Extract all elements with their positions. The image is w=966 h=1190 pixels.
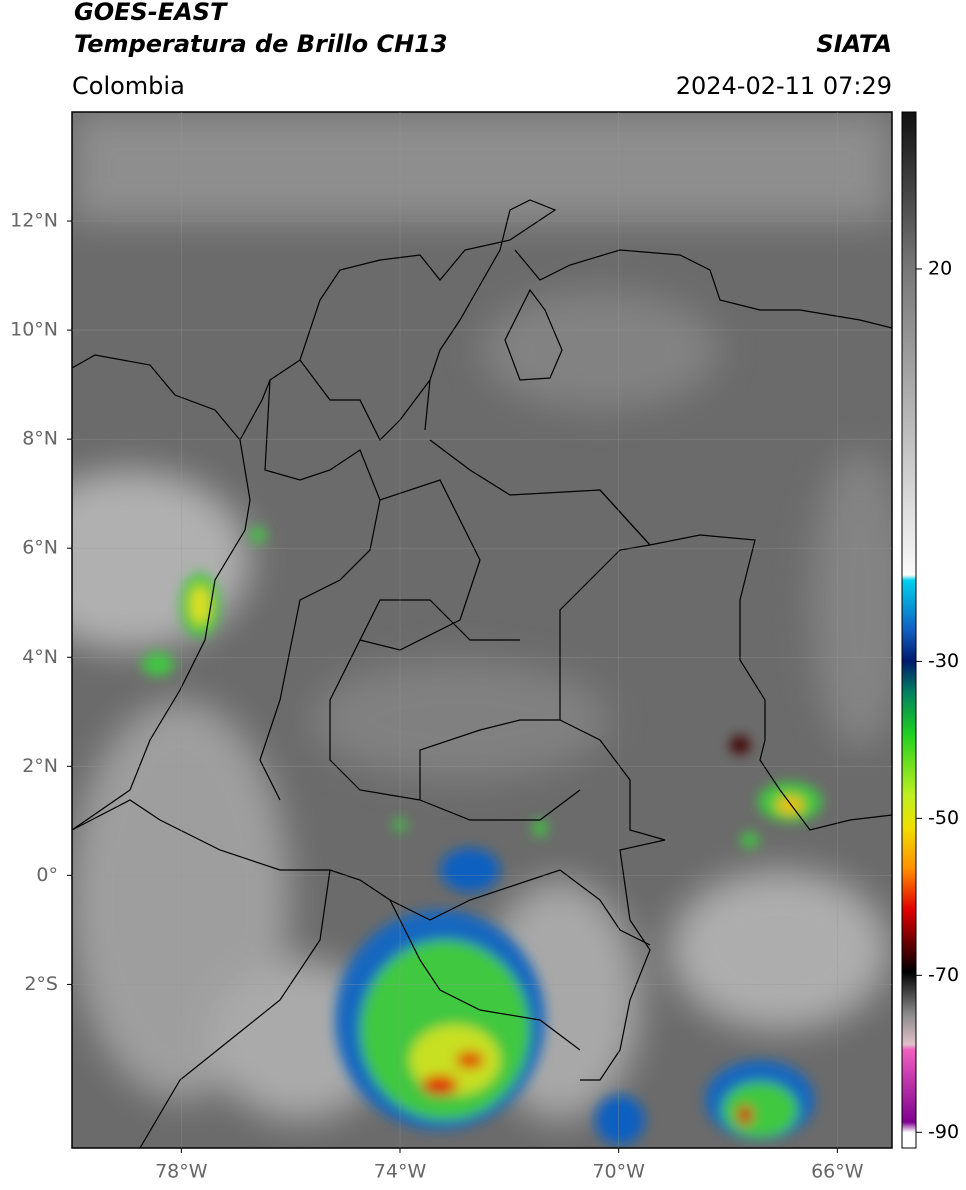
lat-tick-label: 4°N xyxy=(22,646,58,668)
datetime: 2024-02-11 07:29 xyxy=(676,72,892,100)
colorbar-tick-label: -90 xyxy=(928,1121,959,1143)
lat-tick-label: 10°N xyxy=(10,319,58,341)
lat-tick-label: 2°N xyxy=(22,755,58,777)
colorbar xyxy=(901,111,917,1149)
lon-tick-label: 66°W xyxy=(811,1161,864,1183)
lat-tick-label: 2°S xyxy=(24,973,58,995)
lat-tick-label: 0° xyxy=(36,864,58,886)
product-name: Temperatura de Brillo CH13 xyxy=(74,30,448,58)
colorbar-tick-label: -70 xyxy=(928,964,959,986)
graticule xyxy=(72,112,892,1148)
map-frame xyxy=(71,111,893,1149)
lon-tick-label: 78°W xyxy=(155,1161,208,1183)
satellite-name: GOES-EAST xyxy=(74,0,228,26)
colorbar-tick-label: -50 xyxy=(928,807,959,829)
region-name: Colombia xyxy=(72,72,185,100)
source-name: SIATA xyxy=(816,30,892,58)
colorbar-tick-label: -30 xyxy=(928,650,959,672)
colorbar-tick-label: 20 xyxy=(928,257,952,279)
lon-tick-label: 74°W xyxy=(374,1161,427,1183)
lat-tick-label: 12°N xyxy=(10,210,58,232)
lat-tick-label: 8°N xyxy=(22,428,58,450)
lat-tick-label: 6°N xyxy=(22,537,58,559)
lon-tick-label: 70°W xyxy=(592,1161,645,1183)
satellite-imagery xyxy=(72,112,892,1148)
